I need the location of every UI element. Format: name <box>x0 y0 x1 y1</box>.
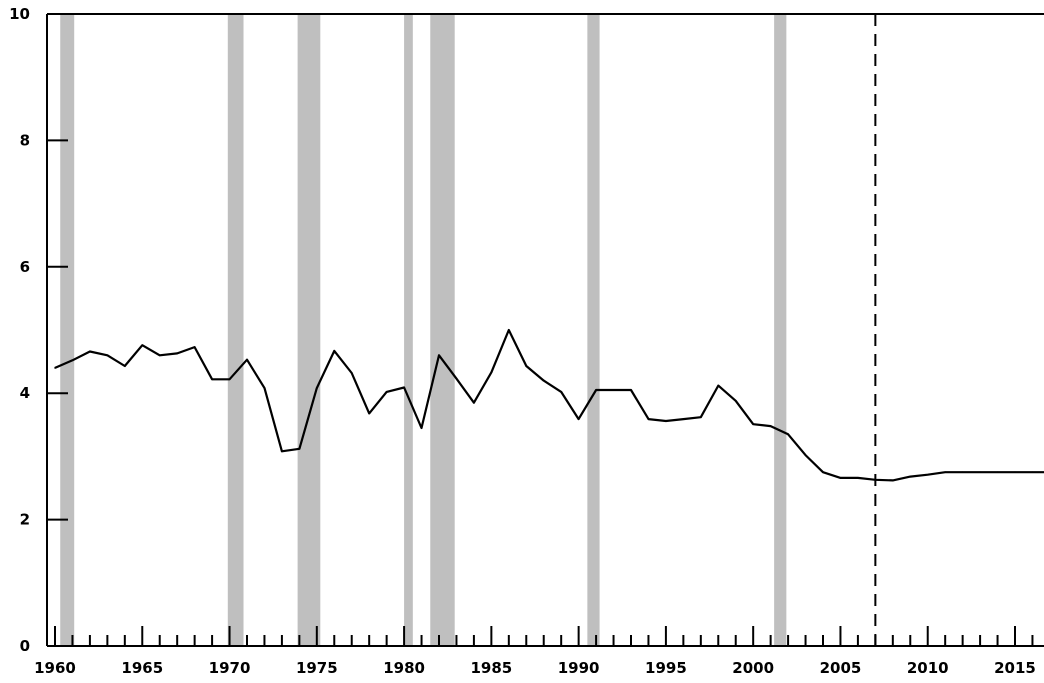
data-point <box>438 354 440 357</box>
data-point <box>420 427 423 429</box>
shaded-period <box>774 14 787 646</box>
data-point <box>909 475 912 478</box>
data-point <box>368 412 370 415</box>
x-tick-label: 1970 <box>209 659 251 677</box>
shaded-period <box>587 14 600 646</box>
shaded-period <box>227 14 244 646</box>
data-point <box>124 365 126 367</box>
data-point <box>926 473 929 476</box>
data-point <box>961 471 964 474</box>
data-point <box>752 423 754 425</box>
data-point <box>193 346 196 348</box>
data-point <box>944 471 946 474</box>
y-tick-label: 4 <box>20 384 30 402</box>
data-point <box>473 401 475 404</box>
data-point <box>595 389 597 391</box>
data-point <box>560 391 562 393</box>
data-point <box>1031 471 1034 474</box>
shaded-period <box>297 14 321 646</box>
x-tick-label: 1960 <box>34 659 76 677</box>
data-point <box>630 389 632 391</box>
data-point <box>577 418 580 420</box>
x-tick-label: 2005 <box>820 659 862 677</box>
data-point <box>717 384 720 387</box>
data-point <box>787 433 789 436</box>
data-point <box>211 378 213 381</box>
axes-layer <box>46 13 1044 647</box>
data-point <box>996 471 999 474</box>
x-tick-label: 1985 <box>470 659 512 677</box>
series-line <box>54 328 1044 482</box>
y-tick-label: 2 <box>20 511 30 529</box>
data-point <box>1014 471 1016 474</box>
data-point <box>734 399 737 402</box>
data-point <box>612 389 615 391</box>
data-point <box>455 377 458 380</box>
shaded-period <box>60 14 75 646</box>
data-point <box>333 350 336 352</box>
data-point <box>839 477 842 479</box>
data-point <box>403 386 405 389</box>
data-point <box>228 378 231 381</box>
data-point <box>316 387 318 389</box>
data-point <box>350 372 353 374</box>
data-point <box>106 354 109 357</box>
x-tick-label: 1975 <box>296 659 338 677</box>
shaded-period <box>404 14 413 646</box>
x-tick-label: 1990 <box>558 659 600 677</box>
x-tick-label: 2015 <box>994 659 1036 677</box>
x-tick-label: 1995 <box>645 659 687 677</box>
data-point <box>857 477 859 479</box>
recession-shading-layer <box>60 14 787 646</box>
data-point <box>525 365 528 367</box>
data-point <box>665 420 667 422</box>
data-point <box>979 471 981 474</box>
tick-labels-layer: 0 2 4 6 8 10 1960 1965 1970 1975 1980 1985 1990 1995 2… <box>9 5 1036 677</box>
data-point <box>892 479 894 482</box>
data-point <box>71 359 74 362</box>
x-tick-label: 2000 <box>732 659 774 677</box>
shaded-period <box>430 14 455 646</box>
data-point <box>822 471 824 474</box>
data-point <box>682 418 685 420</box>
data-point <box>246 358 248 361</box>
series-layer <box>54 328 1044 482</box>
y-tick-label: 8 <box>20 131 30 149</box>
data-point <box>89 350 91 353</box>
data-point <box>141 344 144 346</box>
data-point <box>700 416 702 419</box>
data-point <box>298 448 301 450</box>
data-point <box>158 354 161 357</box>
x-tick-label: 1965 <box>121 659 163 677</box>
data-point <box>176 352 178 355</box>
data-point <box>490 371 493 374</box>
data-point <box>263 387 266 389</box>
y-tick-label: 0 <box>20 637 30 655</box>
data-point <box>769 425 772 427</box>
data-point <box>542 379 545 382</box>
y-tick-label: 10 <box>9 5 30 23</box>
x-tick-label: 1980 <box>383 659 425 677</box>
y-tick-label: 6 <box>20 258 30 276</box>
data-point <box>54 367 56 369</box>
data-point <box>874 478 877 481</box>
data-point <box>385 391 388 393</box>
data-point <box>804 454 807 456</box>
x-tick-label: 2010 <box>907 659 949 677</box>
data-point <box>508 329 510 331</box>
data-point <box>281 450 283 453</box>
data-point <box>647 418 650 420</box>
